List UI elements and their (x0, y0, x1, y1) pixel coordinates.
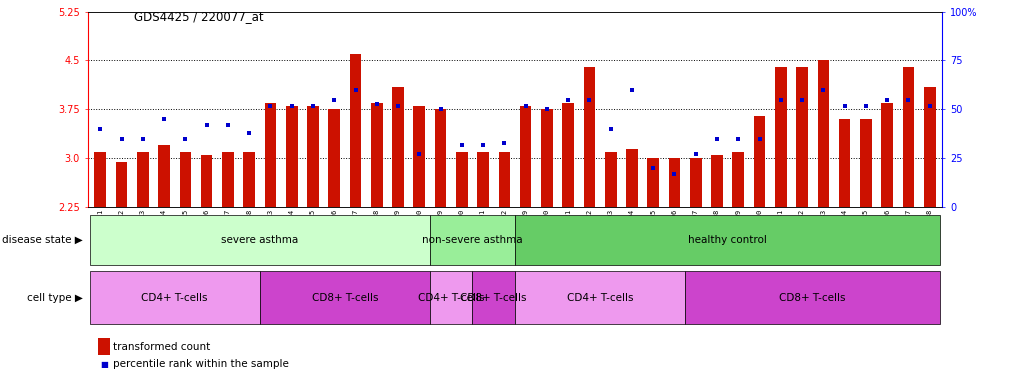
Bar (456, 152, 468, 207)
Text: disease state ▶: disease state ▶ (2, 235, 82, 245)
Bar (562, 103, 574, 207)
Bar (222, 152, 234, 207)
Text: CD8+ T-cells: CD8+ T-cells (312, 293, 378, 303)
Bar (648, 158, 659, 207)
Bar (473, 271, 515, 324)
Bar (430, 215, 515, 265)
Bar (137, 152, 148, 207)
Bar (430, 271, 473, 324)
Bar (902, 67, 915, 207)
Bar (243, 152, 255, 207)
Text: ■: ■ (100, 359, 108, 369)
Bar (329, 109, 340, 207)
Text: CD4+ T-cells: CD4+ T-cells (566, 293, 633, 303)
Text: cell type ▶: cell type ▶ (27, 293, 82, 303)
Bar (515, 271, 685, 324)
Bar (159, 145, 170, 207)
Bar (515, 215, 940, 265)
Text: transformed count: transformed count (113, 342, 210, 352)
Bar (90, 215, 430, 265)
Bar (265, 103, 276, 207)
Bar (520, 106, 531, 207)
Bar (818, 61, 829, 207)
Bar (860, 119, 871, 207)
Bar (775, 67, 787, 207)
Bar (349, 54, 362, 207)
Text: healthy control: healthy control (688, 235, 767, 245)
Bar (371, 103, 382, 207)
Bar (115, 162, 128, 207)
Bar (626, 149, 638, 207)
Text: CD4+ T-cells: CD4+ T-cells (141, 293, 208, 303)
Text: percentile rank within the sample: percentile rank within the sample (113, 359, 289, 369)
Bar (668, 158, 681, 207)
Bar (882, 103, 893, 207)
Bar (392, 87, 404, 207)
Bar (838, 119, 851, 207)
Bar (286, 106, 298, 207)
Bar (90, 271, 260, 324)
Bar (179, 152, 192, 207)
Bar (605, 152, 617, 207)
Bar (307, 106, 319, 207)
Text: severe asthma: severe asthma (221, 235, 299, 245)
Bar (711, 155, 723, 207)
Bar (201, 155, 212, 207)
Bar (754, 116, 765, 207)
Bar (924, 87, 935, 207)
Text: CD8+ T-cells: CD8+ T-cells (780, 293, 846, 303)
Text: GDS4425 / 220077_at: GDS4425 / 220077_at (134, 10, 264, 23)
Text: CD4+ T-cells: CD4+ T-cells (418, 293, 484, 303)
Text: CD8+ T-cells: CD8+ T-cells (460, 293, 527, 303)
Bar (95, 152, 106, 207)
Bar (796, 67, 808, 207)
Bar (499, 152, 510, 207)
Bar (435, 109, 446, 207)
Text: non-severe asthma: non-severe asthma (422, 235, 523, 245)
Bar (690, 158, 701, 207)
Bar (584, 67, 595, 207)
Bar (541, 109, 553, 207)
Bar (477, 152, 489, 207)
Bar (685, 271, 940, 324)
Bar (732, 152, 744, 207)
Bar (413, 106, 425, 207)
Bar (260, 271, 430, 324)
